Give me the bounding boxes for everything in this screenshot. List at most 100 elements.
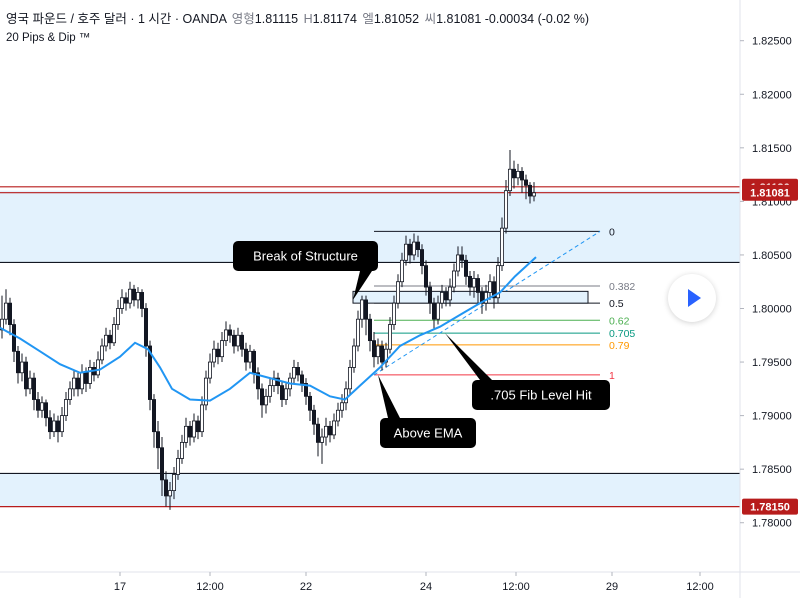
candle: [120, 289, 125, 314]
candle-body: [451, 270, 456, 288]
annotation-text: Break of Structure: [253, 249, 358, 264]
candle: [431, 297, 436, 330]
candle-body: [387, 324, 392, 350]
candle-body: [351, 345, 356, 368]
candle-body: [108, 334, 113, 344]
annotation-callout[interactable]: Above EMA: [378, 374, 476, 448]
fib-level-label: 0.62: [609, 315, 630, 327]
candle: [347, 359, 352, 395]
close-label: 씨: [424, 12, 437, 26]
candle: [96, 351, 101, 379]
candle-body: [399, 259, 404, 283]
candle: [163, 471, 168, 507]
play-icon: [687, 289, 701, 307]
candle-body: [419, 249, 424, 267]
candle-body: [487, 281, 492, 293]
candle-body: [255, 372, 260, 390]
fib-level-label: 1: [609, 370, 615, 382]
candle-body: [131, 288, 136, 301]
x-tick-label: 12:00: [502, 581, 530, 593]
candle-body: [207, 361, 212, 379]
candle-body: [247, 350, 252, 363]
fib-level-label: 0.382: [609, 281, 635, 293]
candle-body: [503, 190, 508, 229]
x-tick-label: 12:00: [686, 581, 714, 593]
candle: [483, 284, 488, 311]
candle-body: [371, 340, 376, 358]
y-tick-label: 1.80500: [752, 250, 792, 262]
candle: [307, 392, 312, 421]
candle-body: [44, 402, 49, 419]
candle-body: [100, 345, 105, 361]
candle-body: [307, 395, 312, 411]
candle-body: [411, 241, 416, 256]
candle: [455, 246, 460, 277]
x-tick-label: 29: [606, 581, 618, 593]
candle-body: [443, 292, 448, 301]
candle: [223, 321, 228, 346]
candle-body: [88, 367, 93, 384]
candle-body: [124, 297, 129, 304]
candle: [512, 160, 517, 189]
candle-body: [7, 302, 12, 325]
x-tick-label: 17: [114, 581, 126, 593]
candle: [311, 404, 316, 435]
annotation-pointer: [378, 374, 400, 418]
candle-body: [455, 254, 460, 272]
price-tag[interactable]: 1.81081: [742, 184, 798, 201]
candle-body: [367, 318, 372, 342]
candle: [187, 420, 192, 446]
candle: [343, 381, 348, 411]
candle: [423, 260, 428, 296]
candle: [335, 402, 340, 427]
annotation-text: .705 Fib Level Hit: [490, 388, 592, 403]
candle-body: [459, 254, 464, 261]
candle: [520, 167, 525, 193]
candle: [387, 317, 392, 354]
candle-body: [179, 441, 184, 459]
candle: [4, 289, 9, 325]
candle-body: [239, 334, 244, 350]
candle-body: [395, 281, 400, 304]
candle: [271, 370, 276, 393]
candle-body: [4, 302, 9, 320]
candle-body: [171, 474, 176, 491]
indicator-label[interactable]: 20 Pips & Dip ™: [6, 32, 91, 44]
open-label: 영형: [231, 12, 255, 26]
play-button[interactable]: [668, 274, 716, 322]
ema-layer: [0, 256, 537, 402]
price-tag[interactable]: 1.78150: [742, 498, 798, 515]
candle-body: [524, 179, 529, 186]
candle: [367, 313, 372, 352]
candle-body: [431, 302, 436, 320]
candle: [327, 420, 332, 443]
annotation-pointer: [353, 271, 372, 300]
annotation-callout[interactable]: Break of Structure: [233, 241, 378, 300]
y-tick-label: 1.78000: [752, 518, 792, 530]
candle: [167, 482, 172, 510]
annotation-callout[interactable]: .705 Fib Level Hit: [445, 333, 610, 410]
candle: [36, 392, 41, 418]
candle: [499, 217, 504, 272]
candle-body: [60, 415, 65, 433]
candle-body: [36, 399, 41, 411]
annotations-layer[interactable]: Break of Structure Above EMA .705 Fib Leve…: [233, 241, 610, 448]
price-tag-box: [742, 498, 798, 515]
candle-body: [195, 420, 200, 433]
candle-body: [439, 292, 444, 304]
annotation-box: [233, 241, 378, 271]
candle-body: [363, 299, 368, 320]
candle: [283, 383, 288, 405]
candle-body: [251, 350, 256, 374]
candle: [0, 295, 4, 339]
candle: [319, 428, 324, 464]
candle-body: [64, 399, 69, 417]
candle-body: [267, 385, 272, 397]
candle: [131, 284, 136, 307]
candle: [391, 295, 396, 330]
candle-body: [347, 367, 352, 390]
low-value: 1.81052: [373, 12, 420, 26]
candle-body: [355, 318, 360, 347]
candle-body: [139, 292, 144, 309]
